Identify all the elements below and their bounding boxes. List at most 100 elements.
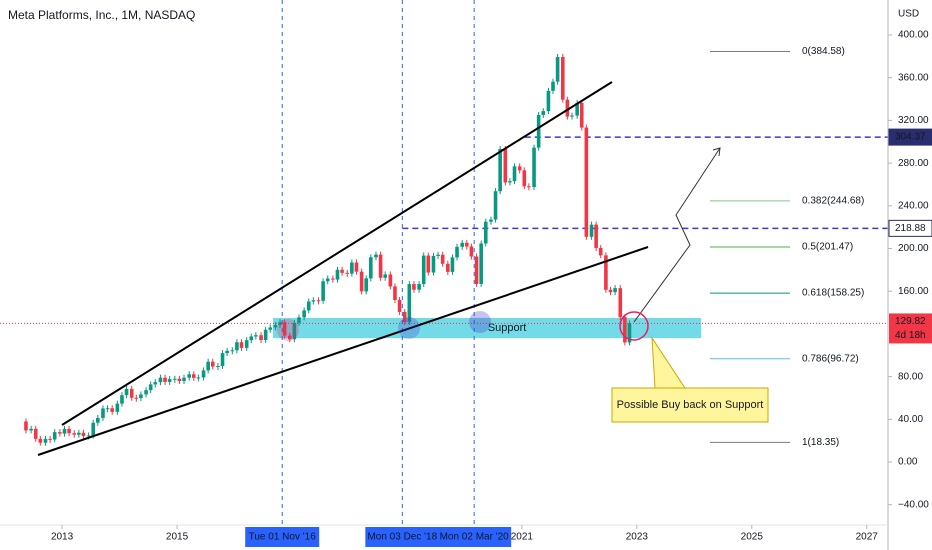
fib-label: 0.786(96.72) (802, 353, 859, 364)
y-tick-label: 160.00 (898, 286, 929, 297)
candle (575, 102, 579, 116)
y-tick-label: 80.00 (898, 371, 923, 382)
candle (148, 384, 153, 391)
candle (297, 317, 301, 323)
upper-trendline (61, 81, 613, 426)
candle (532, 147, 536, 188)
candle (541, 111, 546, 115)
candle (201, 370, 206, 378)
countdown: 4d 18h (895, 330, 926, 341)
candle (421, 255, 426, 285)
x-tick-label: 2021 (511, 532, 534, 543)
plot: Support 0(384.58) 0.382(244.68) 0.5(201.47)… (0, 0, 888, 525)
candle (302, 310, 306, 318)
candle (489, 219, 493, 222)
candle (565, 99, 570, 117)
candle (124, 388, 129, 396)
candle (359, 271, 364, 292)
fib-label: 0(384.58) (802, 46, 845, 57)
candle (86, 435, 91, 437)
candle (67, 428, 71, 434)
candle (196, 377, 201, 379)
x-tick-label: 2027 (856, 532, 879, 543)
candle (306, 301, 311, 311)
candle (517, 166, 522, 171)
candle (474, 256, 479, 284)
date-marker-tag (245, 527, 320, 547)
fib-label: 0.5(201.47) (802, 242, 853, 253)
candle (173, 378, 177, 380)
candle (206, 361, 210, 371)
callout-fill (613, 389, 767, 421)
level-tag (888, 128, 932, 146)
candle (96, 417, 100, 423)
candle (417, 284, 421, 290)
candle (378, 254, 383, 278)
y-tick-label: 240.00 (898, 200, 929, 211)
candle (29, 428, 33, 431)
candle (335, 269, 340, 280)
candle (493, 191, 498, 220)
candle (167, 379, 172, 382)
level-tag-label: 218.88 (895, 223, 926, 234)
candle (364, 278, 369, 292)
candle (508, 181, 512, 183)
date-marker-label: Mon 02 Mar '20 (440, 532, 510, 543)
candle (465, 242, 469, 247)
chart-title: Meta Platforms, Inc., 1M, NASDAQ (8, 8, 195, 22)
candle (33, 428, 38, 439)
candle (263, 329, 268, 341)
candle (412, 284, 416, 290)
candle (311, 300, 316, 302)
date-marker-tag (365, 527, 440, 547)
candle (282, 322, 287, 336)
candle (594, 224, 598, 248)
candle (235, 342, 239, 351)
candle (239, 342, 244, 348)
y-tick-label: 40.00 (898, 414, 923, 425)
touch-circle (277, 319, 299, 341)
candle (589, 224, 594, 237)
candle (503, 149, 508, 183)
y-tick-label: 360.00 (898, 72, 929, 83)
candle (321, 281, 325, 301)
candle (254, 335, 258, 337)
x-tick-label: 2025 (741, 532, 764, 543)
candle (498, 149, 502, 192)
candle (407, 284, 412, 323)
fib-label: 1(18.35) (802, 437, 839, 448)
candle (522, 170, 527, 187)
candle (230, 350, 235, 352)
candle (450, 257, 455, 272)
candle (627, 323, 632, 343)
lower-trendline (37, 246, 649, 456)
candle (455, 246, 459, 258)
candle (101, 408, 105, 418)
y-tick-label: 400.00 (898, 30, 929, 41)
x-tick-label: 2023 (626, 532, 649, 543)
candle (278, 322, 282, 326)
candle (244, 340, 249, 348)
candle (120, 395, 124, 404)
candle (48, 438, 52, 440)
candle (316, 300, 321, 302)
y-tick-label: 320.00 (898, 115, 929, 126)
candle (220, 353, 225, 367)
touch-circle (469, 311, 491, 333)
candle (139, 394, 143, 399)
date-marker-tag (437, 527, 512, 547)
highlight-circle (619, 311, 649, 341)
candle (216, 366, 220, 368)
candle (388, 274, 393, 287)
candle (555, 57, 560, 82)
candle (618, 288, 623, 318)
support-label: Support (488, 322, 527, 334)
y-tick-label: −40.00 (898, 499, 929, 510)
candle (153, 382, 158, 385)
candle (469, 246, 474, 257)
currency: USD (898, 9, 919, 20)
candle (512, 166, 517, 182)
x-tick-label: 2015 (166, 532, 189, 543)
callout-text: Possible Buy back on Support (617, 399, 764, 411)
candle (91, 422, 96, 436)
